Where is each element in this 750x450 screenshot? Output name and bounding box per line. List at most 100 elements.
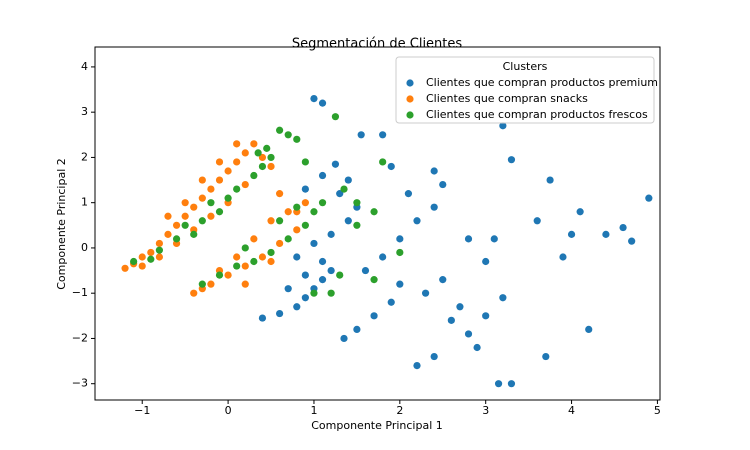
point: [233, 158, 241, 166]
point: [379, 158, 387, 166]
point: [301, 221, 309, 229]
point: [258, 314, 267, 322]
point: [276, 126, 284, 134]
point: [421, 289, 430, 297]
point: [224, 194, 232, 202]
point: [254, 149, 262, 157]
point: [413, 362, 421, 370]
legend-label: Clientes que compran productos frescos: [426, 108, 648, 121]
point: [224, 167, 232, 175]
point: [336, 190, 344, 198]
point: [172, 235, 181, 243]
point: [155, 239, 163, 248]
point: [546, 176, 554, 184]
point: [353, 221, 361, 229]
y-tick-label: 0: [81, 241, 88, 254]
point: [370, 276, 378, 284]
point: [276, 239, 284, 248]
point: [318, 171, 327, 180]
point: [499, 122, 507, 130]
point: [258, 153, 267, 162]
point: [301, 158, 309, 166]
y-tick-label: −1: [72, 286, 88, 299]
point: [361, 266, 370, 275]
y-tick-label: 1: [81, 196, 88, 209]
point: [542, 352, 550, 361]
point: [233, 140, 241, 148]
y-tick-label: −3: [72, 377, 88, 390]
point: [439, 180, 447, 189]
point: [490, 235, 498, 243]
point: [267, 217, 275, 225]
point: [130, 257, 138, 266]
point: [340, 334, 348, 343]
legend-marker: [406, 79, 414, 87]
point: [430, 352, 438, 361]
point: [576, 208, 584, 216]
y-tick-label: −2: [72, 331, 88, 344]
point: [387, 162, 395, 171]
point: [507, 380, 516, 388]
point: [585, 325, 593, 333]
point: [284, 235, 292, 243]
point: [207, 280, 215, 288]
point: [207, 212, 215, 220]
point: [301, 294, 309, 302]
point: [482, 257, 490, 266]
legend-label: Clientes que compran snacks: [426, 92, 588, 105]
point: [198, 280, 206, 288]
point: [619, 223, 627, 232]
point: [267, 257, 275, 266]
plot-area: [121, 94, 653, 388]
point: [464, 235, 473, 243]
legend-label: Clientes que compran productos premium: [426, 76, 658, 89]
point: [507, 156, 516, 164]
point: [207, 185, 215, 193]
point: [224, 271, 232, 279]
point: [164, 230, 172, 238]
legend-box: [395, 56, 655, 124]
point: [404, 190, 413, 198]
point: [267, 153, 275, 162]
x-tick-label: 0: [225, 404, 232, 417]
x-axis-label: Componente Principal 1: [311, 419, 443, 432]
point: [318, 276, 327, 284]
point: [233, 253, 241, 261]
point: [181, 199, 189, 207]
point: [147, 255, 155, 263]
x-tick-label: 3: [482, 404, 489, 417]
y-axis-label: Componente Principal 2: [55, 158, 68, 290]
point: [439, 276, 447, 284]
point: [494, 380, 503, 388]
point: [276, 190, 284, 198]
point: [241, 149, 249, 157]
point: [250, 235, 258, 243]
point: [567, 230, 576, 238]
point: [327, 230, 335, 238]
point: [293, 135, 301, 143]
point: [340, 185, 348, 193]
point: [331, 160, 340, 168]
point: [276, 309, 284, 318]
point: [645, 194, 653, 202]
point: [258, 162, 267, 171]
point: [344, 217, 352, 225]
point: [396, 235, 404, 243]
legend-marker: [406, 95, 414, 103]
point: [215, 271, 224, 279]
point: [499, 294, 507, 302]
point: [301, 185, 309, 193]
point: [241, 280, 249, 288]
point: [456, 303, 464, 311]
point: [310, 94, 318, 103]
point: [138, 253, 146, 261]
point: [155, 246, 163, 254]
point: [353, 199, 361, 207]
point: [190, 203, 198, 211]
x-tick-label: 4: [568, 404, 575, 417]
point: [310, 208, 318, 216]
point: [250, 257, 258, 266]
point: [387, 298, 395, 306]
point: [284, 285, 292, 293]
